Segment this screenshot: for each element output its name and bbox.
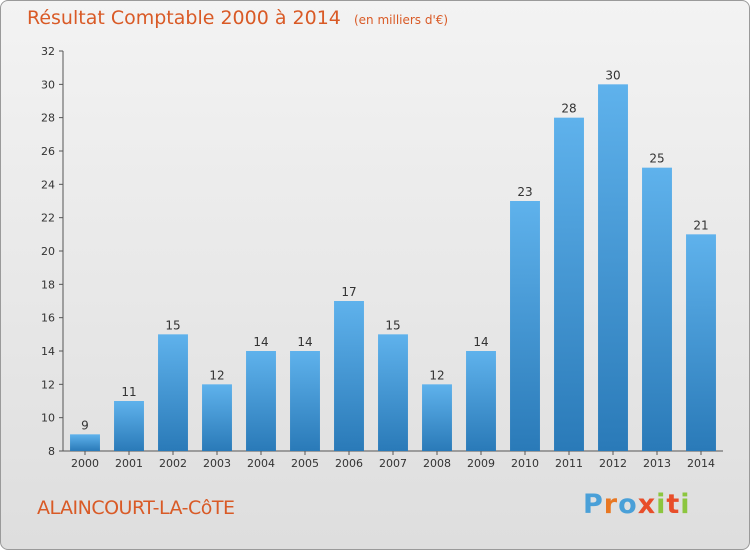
x-tick-label: 2007 — [379, 457, 407, 470]
x-tick-label: 2011 — [555, 457, 583, 470]
y-tick-label: 20 — [41, 245, 55, 258]
x-tick-label: 2013 — [643, 457, 671, 470]
bar — [378, 334, 408, 451]
brand-letter: x — [637, 489, 657, 520]
x-tick-label: 2008 — [423, 457, 451, 470]
x-tick-label: 2006 — [335, 457, 363, 470]
y-tick-label: 22 — [41, 212, 55, 225]
commune-name: ALAINCOURT-LA-CôTE — [37, 497, 235, 519]
data-label: 15 — [385, 318, 400, 332]
brand-letter: P — [583, 489, 604, 520]
bar — [114, 401, 144, 451]
data-label: 14 — [473, 335, 488, 349]
y-tick-label: 18 — [41, 278, 55, 291]
data-label: 17 — [341, 285, 356, 299]
data-label: 30 — [605, 68, 620, 82]
bars — [70, 84, 716, 452]
x-tick-label: 2000 — [71, 457, 99, 470]
data-label: 25 — [649, 152, 664, 166]
bar — [554, 117, 584, 452]
x-tick-label: 2012 — [599, 457, 627, 470]
bar — [422, 384, 452, 451]
y-tick-label: 28 — [41, 112, 55, 125]
chart-title: Résultat Comptable 2000 à 2014 — [27, 7, 341, 29]
x-tick-label: 2002 — [159, 457, 187, 470]
y-tick-label: 32 — [41, 45, 55, 58]
y-tick-label: 10 — [41, 412, 55, 425]
y-tick-label: 24 — [41, 178, 55, 191]
data-label: 12 — [429, 368, 444, 382]
bar — [686, 234, 716, 451]
data-label: 28 — [561, 102, 576, 116]
brand-letter: i — [680, 489, 691, 520]
title-row: Résultat Comptable 2000 à 2014 (en milli… — [27, 7, 448, 29]
chart-subtitle: (en milliers d'€) — [353, 13, 449, 27]
bar — [202, 384, 232, 451]
brand-letter: i — [656, 489, 667, 520]
data-label: 23 — [517, 185, 532, 199]
data-label: 9 — [81, 418, 89, 432]
data-label: 12 — [209, 368, 224, 382]
x-tick-label: 2003 — [203, 457, 231, 470]
x-tick-label: 2005 — [291, 457, 319, 470]
y-tick-label: 8 — [48, 445, 55, 458]
bar — [70, 434, 100, 451]
y-tick-label: 16 — [41, 312, 55, 325]
bar — [290, 351, 320, 451]
x-tick-label: 2010 — [511, 457, 539, 470]
y-tick-label: 12 — [41, 378, 55, 391]
y-tick-label: 26 — [41, 145, 55, 158]
x-tick-label: 2001 — [115, 457, 143, 470]
bar — [334, 301, 364, 451]
brand-letter: t — [666, 489, 681, 520]
bar — [466, 351, 496, 451]
bar — [246, 351, 276, 451]
y-tick-label: 14 — [41, 345, 55, 358]
data-label: 14 — [253, 335, 268, 349]
x-tick-label: 2004 — [247, 457, 275, 470]
data-label: 15 — [165, 318, 180, 332]
data-labels: 9 11 15 12 14 14 17 15 12 14 23 28 30 25 21 — [81, 68, 708, 432]
y-tick-label: 30 — [41, 78, 55, 91]
x-tick-label: 2014 — [687, 457, 715, 470]
brand-letter: r — [603, 489, 619, 520]
data-label: 21 — [693, 218, 708, 232]
brand-letter: o — [618, 489, 638, 520]
bar — [158, 334, 188, 451]
proxiti-logo: Proxiti — [583, 489, 691, 520]
data-label: 11 — [121, 385, 136, 399]
bar — [510, 201, 540, 451]
bar — [598, 84, 628, 451]
bar — [642, 167, 672, 451]
x-tick-label: 2009 — [467, 457, 495, 470]
data-label: 14 — [297, 335, 312, 349]
